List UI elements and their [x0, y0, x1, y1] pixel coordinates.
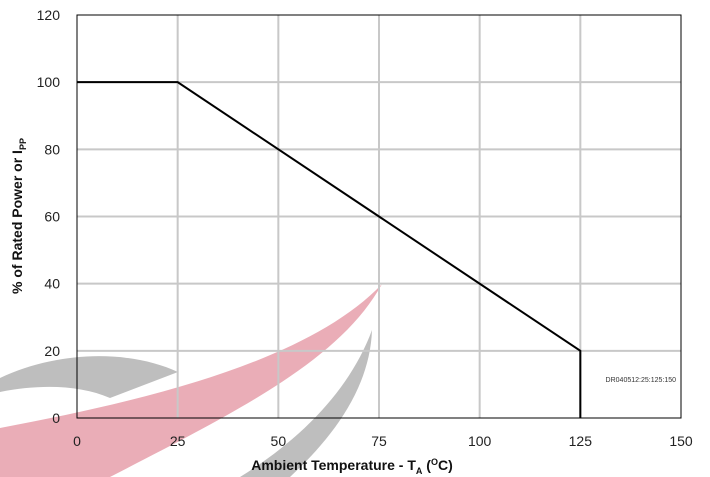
y-axis-title: % of Rated Power or IPP — [9, 138, 28, 294]
x-axis-title-close: C) — [438, 457, 453, 473]
tick-labels: 0 25 50 75 100 125 150 0 20 40 60 80 100 120 — [37, 7, 693, 449]
x-tick-label: 25 — [170, 433, 186, 449]
plot-frame — [76, 14, 682, 419]
y-axis-title-main: % of Rated Power or I — [9, 150, 25, 294]
x-axis-title-main: Ambient Temperature - T — [251, 457, 416, 473]
watermark-gray-swoosh — [0, 356, 178, 398]
y-tick-label: 120 — [37, 7, 61, 23]
y-tick-label: 100 — [37, 74, 61, 90]
derating-curve — [77, 81, 582, 418]
y-tick-label: 40 — [44, 276, 60, 292]
x-axis-title-subscript: A — [416, 466, 423, 476]
x-tick-label: 100 — [468, 433, 492, 449]
watermark-red-swoosh — [0, 284, 382, 477]
x-tick-label: 0 — [73, 433, 81, 449]
x-axis-title-superscript: O — [431, 457, 438, 467]
y-tick-label: 0 — [52, 410, 60, 426]
watermark-logo — [0, 284, 382, 477]
x-tick-label: 125 — [569, 433, 593, 449]
x-tick-label: 75 — [371, 433, 387, 449]
x-tick-label: 50 — [271, 433, 287, 449]
y-tick-label: 80 — [44, 141, 60, 157]
annotation-code: DR040512:25:125:150 — [606, 377, 677, 384]
y-axis-title-subscript: PP — [18, 138, 28, 150]
watermark-gray-swoosh-lower — [240, 330, 372, 477]
x-tick-label: 150 — [669, 433, 693, 449]
y-tick-label: 60 — [44, 209, 60, 225]
x-axis-title: Ambient Temperature - TA (OC) — [251, 457, 453, 476]
series-layer — [77, 81, 582, 418]
y-tick-label: 20 — [44, 343, 60, 359]
x-axis-title-open: ( — [422, 457, 431, 473]
